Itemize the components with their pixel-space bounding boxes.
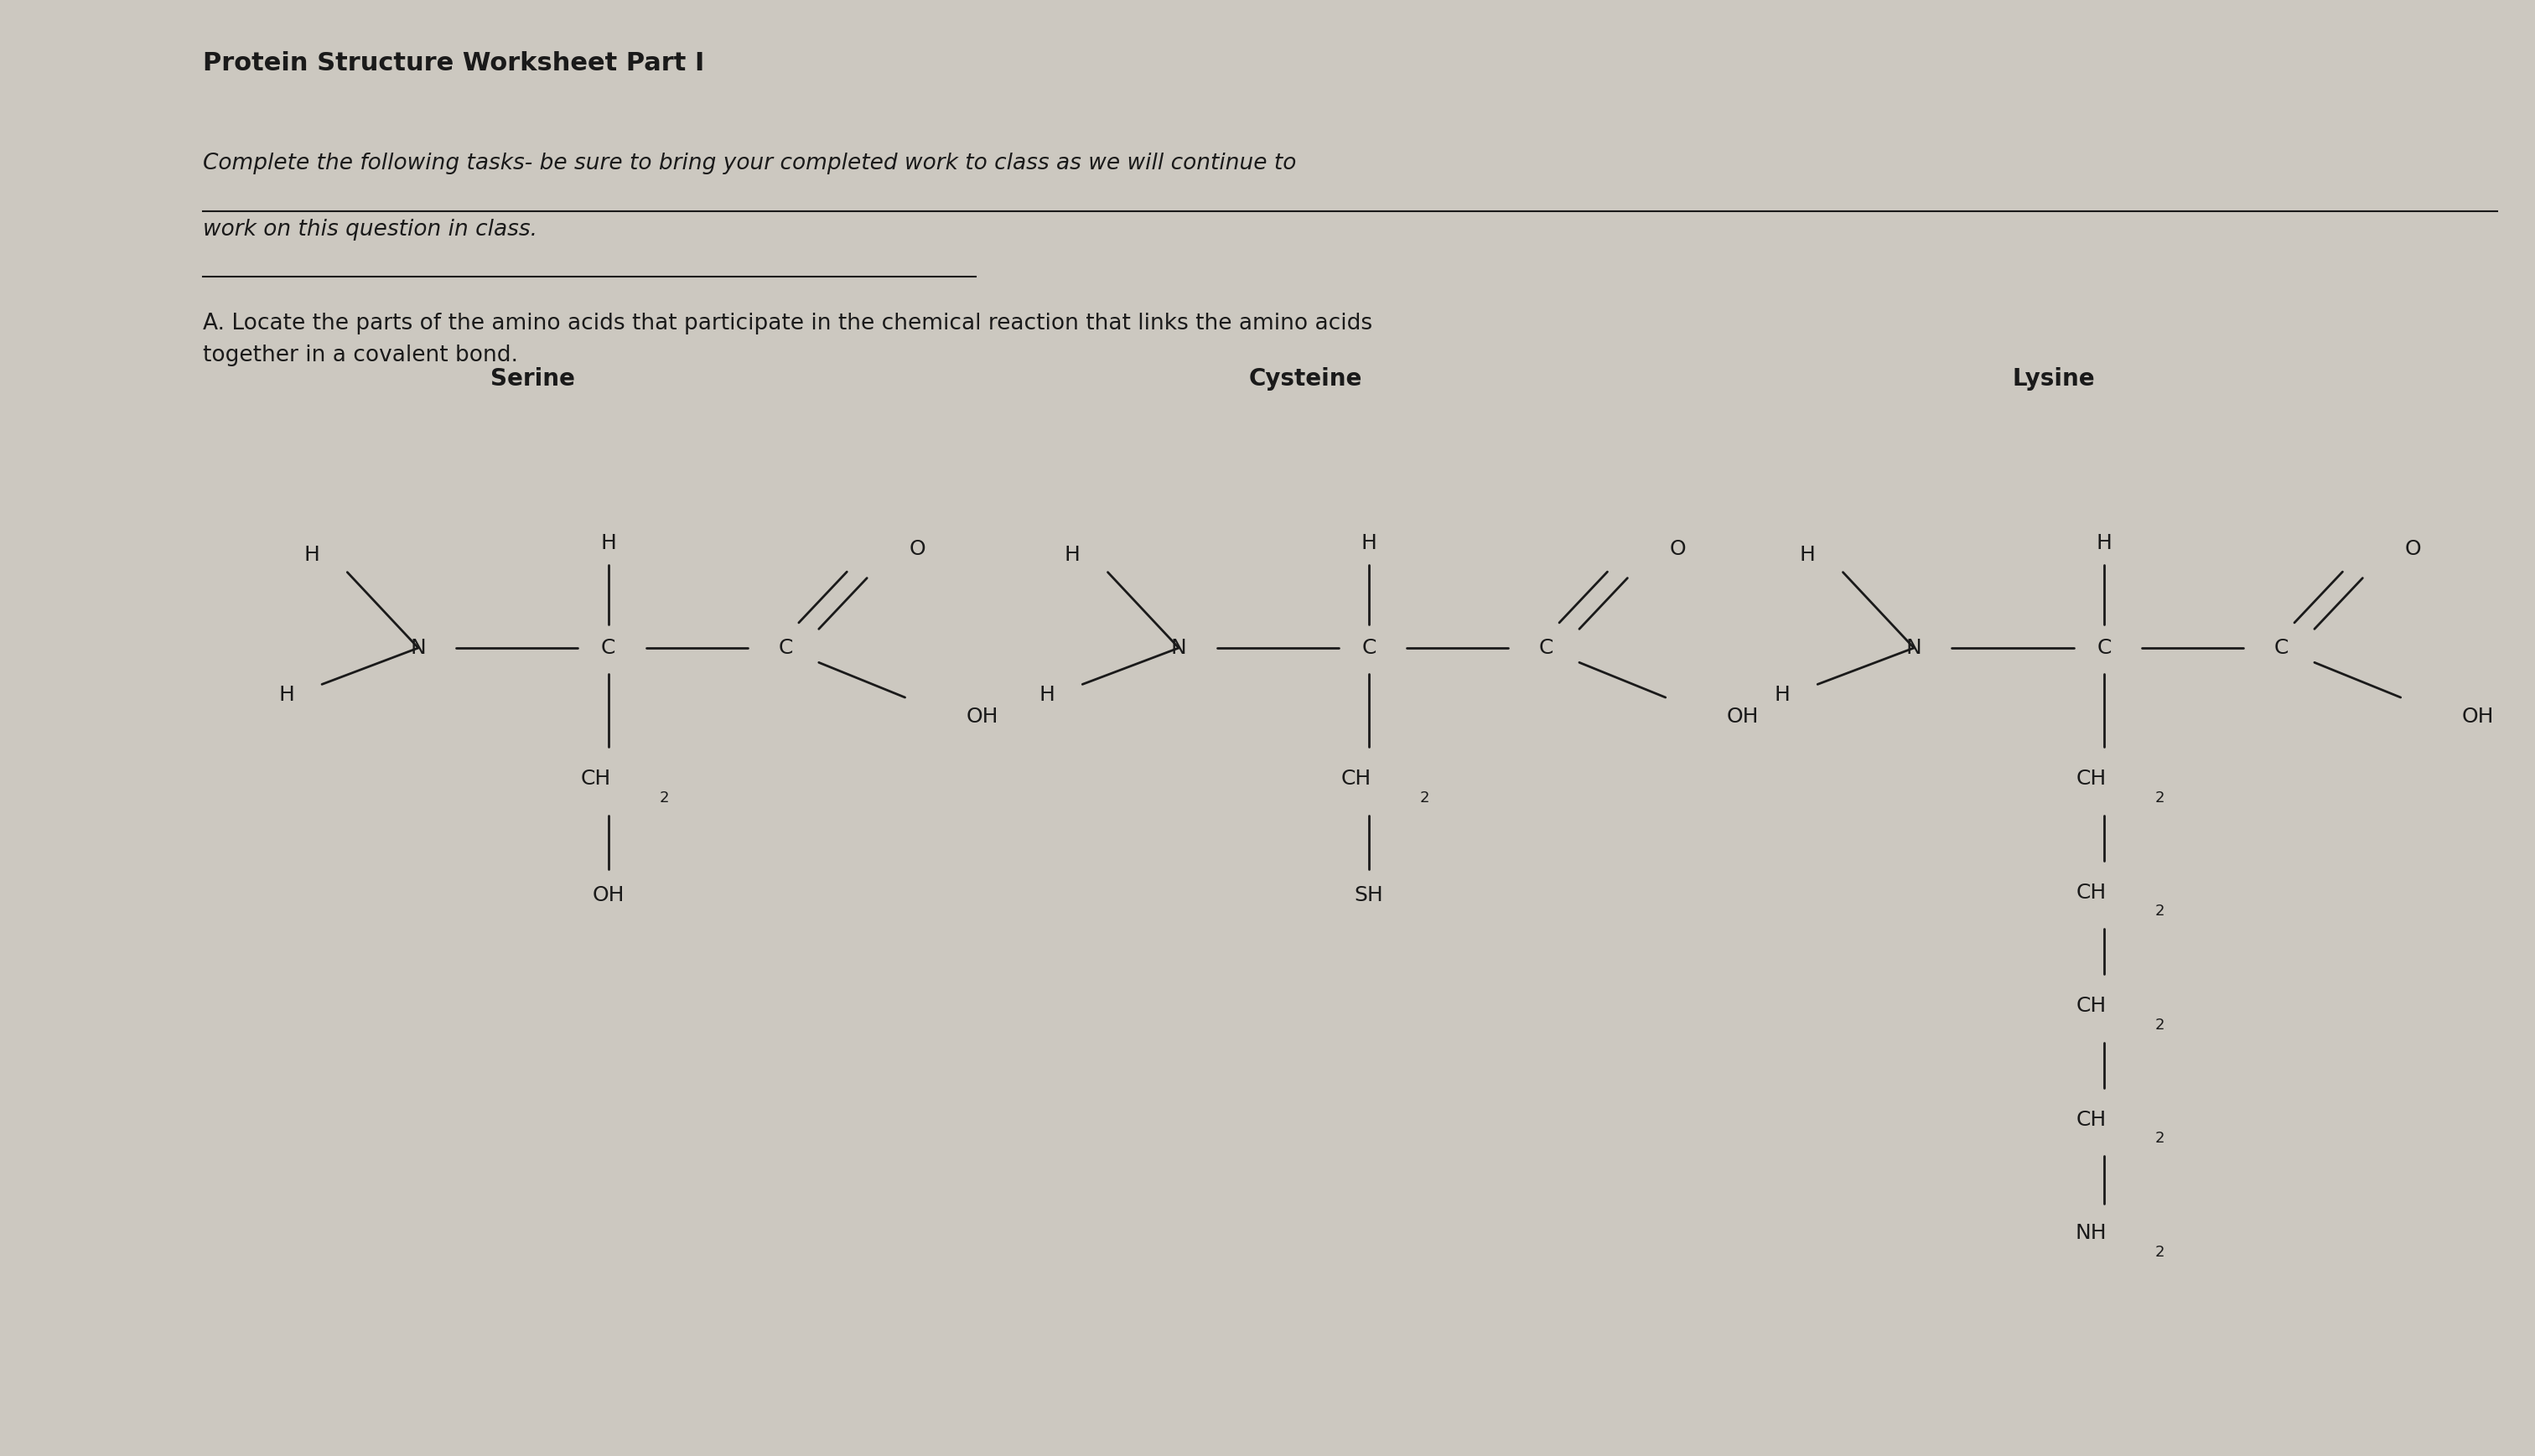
Text: 2: 2 — [2155, 904, 2165, 919]
Text: CH: CH — [2076, 1109, 2107, 1130]
Text: Lysine: Lysine — [2013, 367, 2094, 390]
Text: CH: CH — [2076, 769, 2107, 789]
Text: C: C — [1361, 638, 1377, 658]
Text: O: O — [910, 539, 925, 559]
Text: OH: OH — [2461, 706, 2494, 727]
Text: OH: OH — [966, 706, 999, 727]
Text: O: O — [2406, 539, 2421, 559]
Text: H: H — [304, 545, 319, 565]
Text: H: H — [1800, 545, 1815, 565]
Text: N: N — [1171, 638, 1186, 658]
Text: N: N — [411, 638, 426, 658]
Text: CH: CH — [2076, 996, 2107, 1016]
Text: C: C — [1539, 638, 1554, 658]
Text: 2: 2 — [2155, 1018, 2165, 1032]
Text: Protein Structure Worksheet Part I: Protein Structure Worksheet Part I — [203, 51, 705, 76]
Text: H: H — [1361, 533, 1377, 553]
Text: Serine: Serine — [489, 367, 575, 390]
Text: 2: 2 — [659, 791, 669, 805]
Text: H: H — [279, 684, 294, 705]
Text: N: N — [1906, 638, 1922, 658]
Text: work on this question in class.: work on this question in class. — [203, 218, 537, 240]
Text: CH: CH — [581, 769, 611, 789]
Text: Cysteine: Cysteine — [1250, 367, 1361, 390]
Text: C: C — [2274, 638, 2289, 658]
Text: Complete the following tasks- be sure to bring your completed work to class as w: Complete the following tasks- be sure to… — [203, 153, 1295, 175]
Text: C: C — [778, 638, 793, 658]
Text: CH: CH — [2076, 882, 2107, 903]
Text: C: C — [2096, 638, 2112, 658]
Text: H: H — [2096, 533, 2112, 553]
Text: 2: 2 — [1420, 791, 1430, 805]
Text: OH: OH — [1726, 706, 1759, 727]
Text: H: H — [601, 533, 616, 553]
Text: NH: NH — [2076, 1223, 2107, 1243]
Text: OH: OH — [593, 885, 624, 906]
Text: 2: 2 — [2155, 1245, 2165, 1259]
Text: 2: 2 — [2155, 1131, 2165, 1146]
Text: H: H — [1039, 684, 1055, 705]
Text: H: H — [1065, 545, 1080, 565]
Text: CH: CH — [1341, 769, 1371, 789]
Text: 2: 2 — [2155, 791, 2165, 805]
Text: A. Locate the parts of the amino acids that participate in the chemical reaction: A. Locate the parts of the amino acids t… — [203, 313, 1371, 367]
Text: H: H — [1774, 684, 1790, 705]
Text: O: O — [1671, 539, 1686, 559]
Text: SH: SH — [1354, 885, 1384, 906]
Text: C: C — [601, 638, 616, 658]
